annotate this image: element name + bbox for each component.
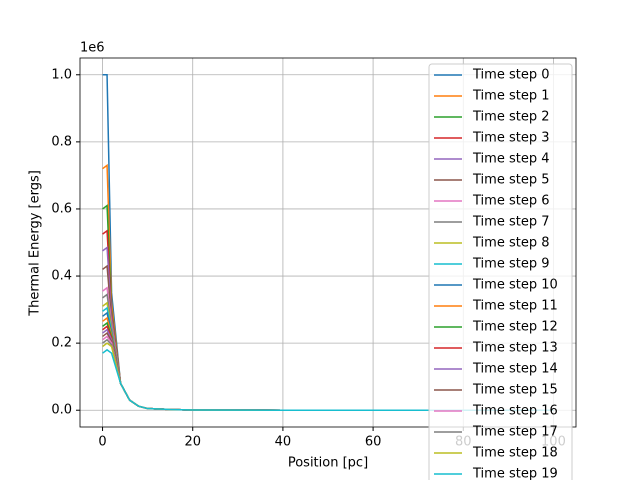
legend-label: Time step 9	[472, 257, 549, 272]
x-tick-label: 60	[365, 435, 382, 450]
y-axis-label: Thermal Energy [ergs]	[28, 170, 43, 317]
x-tick-label: 40	[275, 435, 292, 450]
y-offset-label: 1e6	[80, 41, 105, 56]
legend-label: Time step 5	[472, 173, 549, 188]
x-axis-label: Position [pc]	[288, 456, 368, 471]
legend-label: Time step 4	[472, 152, 549, 167]
x-tick-label: 0	[98, 435, 106, 450]
y-tick-label: 0.0	[51, 403, 72, 418]
legend-label: Time step 2	[472, 110, 549, 125]
legend-label: Time step 15	[472, 383, 558, 398]
legend-label: Time step 3	[472, 131, 549, 146]
legend-label: Time step 19	[472, 467, 558, 480]
legend-label: Time step 7	[472, 215, 549, 230]
legend-label: Time step 10	[472, 278, 558, 293]
legend-label: Time step 6	[472, 194, 549, 209]
legend-label: Time step 11	[472, 299, 558, 314]
series-line	[102, 348, 554, 411]
y-tick-label: 0.8	[51, 134, 72, 149]
x-tick-label: 20	[184, 435, 201, 450]
legend-label: Time step 13	[472, 341, 558, 356]
legend-label: Time step 1	[472, 89, 549, 104]
legend-box	[428, 63, 573, 480]
y-tick-label: 1.0	[51, 67, 72, 82]
legend-label: Time step 12	[472, 320, 558, 335]
legend-label: Time step 16	[472, 404, 558, 419]
plot-frame	[79, 57, 577, 428]
legend-label: Time step 0	[472, 68, 549, 83]
y-tick-label: 0.4	[51, 269, 72, 284]
legend-label: Time step 14	[472, 362, 558, 377]
y-tick-label: 0.6	[51, 201, 72, 216]
legend-label: Time step 8	[472, 236, 549, 251]
y-tick-label: 0.2	[51, 336, 72, 351]
legend-label: Time step 18	[472, 446, 558, 461]
legend-label: Time step 17	[472, 425, 558, 440]
